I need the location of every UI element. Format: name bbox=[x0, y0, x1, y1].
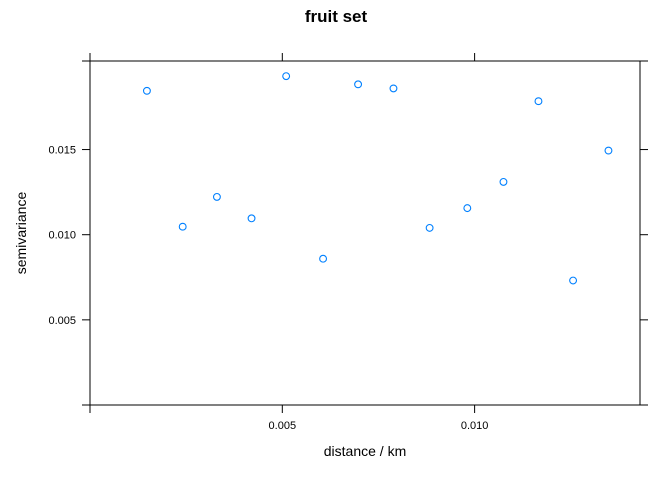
data-point bbox=[569, 276, 578, 285]
data-point bbox=[319, 254, 328, 263]
data-point bbox=[425, 223, 434, 232]
axis-ticks bbox=[82, 53, 648, 413]
plot-frame bbox=[89, 60, 641, 406]
x-axis-label: distance / km bbox=[324, 443, 406, 459]
y-axis-label: semivariance bbox=[13, 192, 29, 275]
data-point bbox=[389, 84, 398, 93]
chart-title: fruit set bbox=[305, 7, 368, 26]
y-tick-label: 0.005 bbox=[48, 315, 76, 327]
y-tick-label: 0.015 bbox=[48, 145, 76, 157]
data-point bbox=[463, 204, 472, 213]
data-point bbox=[499, 177, 508, 186]
tick-labels: 0.005 0.010 0.005 0.010 0.015 bbox=[48, 145, 488, 432]
data-point bbox=[354, 80, 363, 89]
x-tick-label: 0.010 bbox=[461, 420, 489, 432]
data-point bbox=[212, 192, 221, 201]
data-point bbox=[604, 146, 613, 155]
data-point bbox=[247, 214, 256, 223]
data-point bbox=[178, 222, 187, 231]
data-points bbox=[142, 72, 613, 285]
data-point bbox=[142, 86, 151, 95]
y-tick-label: 0.010 bbox=[48, 230, 76, 242]
data-point bbox=[534, 97, 543, 106]
x-tick-label: 0.005 bbox=[269, 420, 297, 432]
data-point bbox=[282, 72, 291, 81]
